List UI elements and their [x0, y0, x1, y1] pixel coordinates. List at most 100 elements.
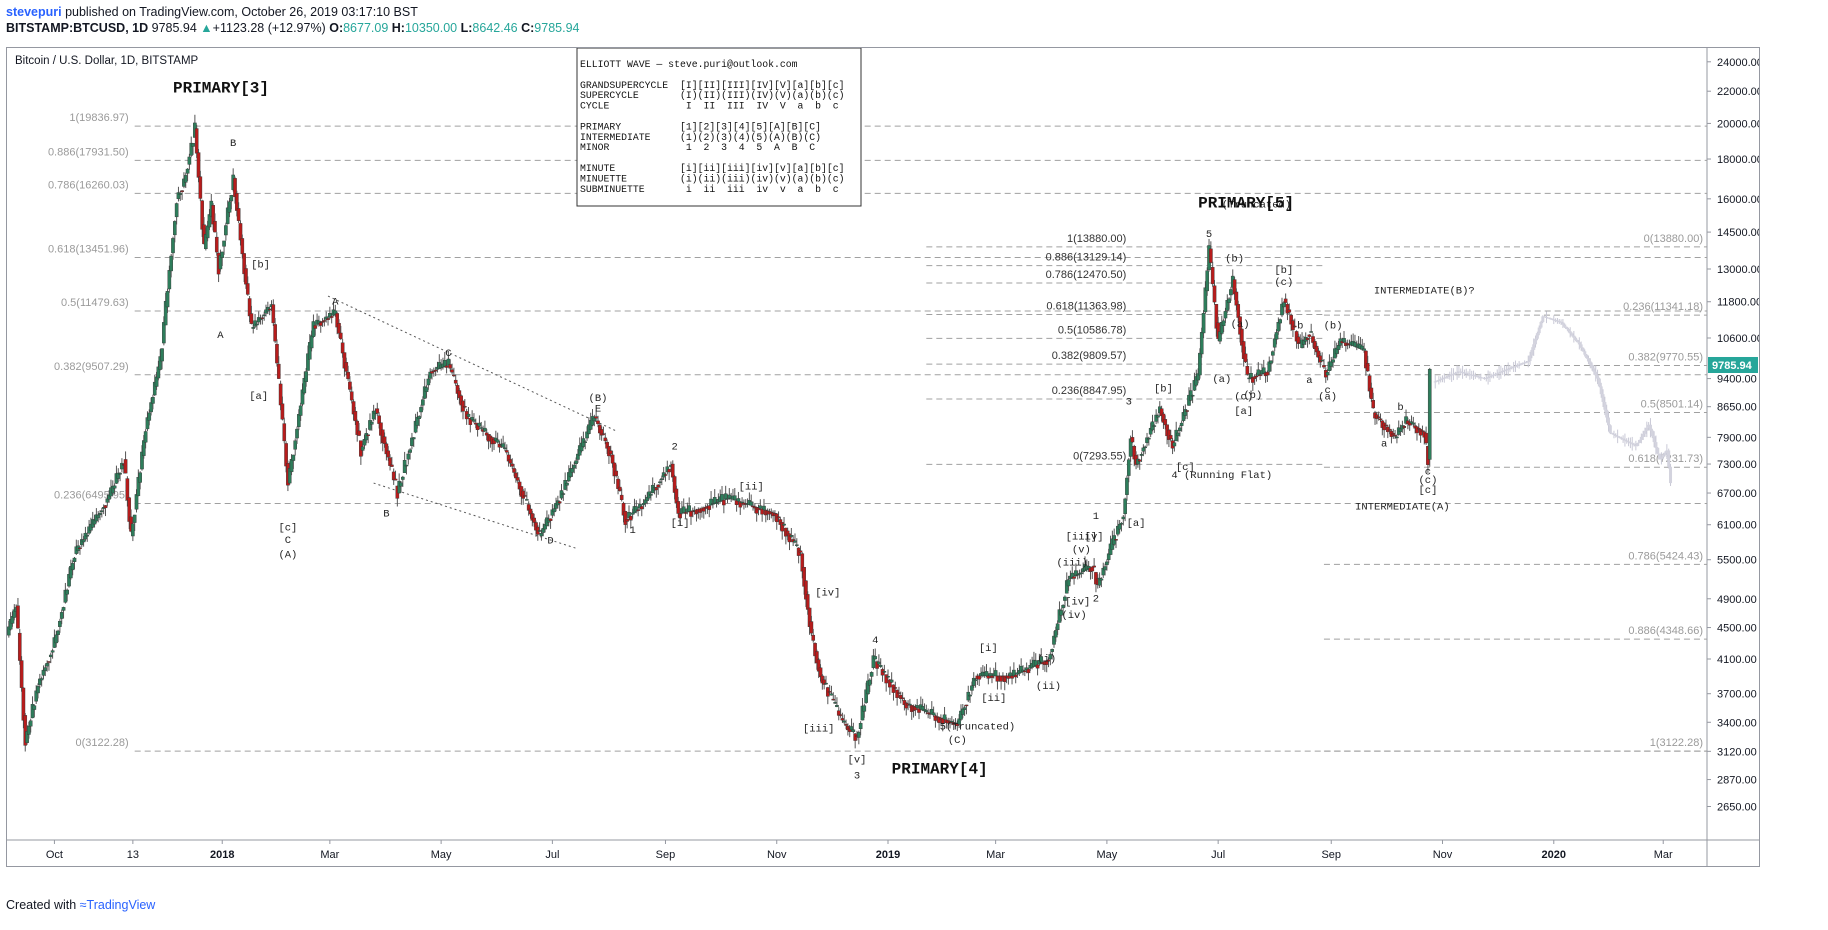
candle-down [468, 418, 473, 425]
candle-down [548, 518, 553, 521]
candle-up [408, 449, 412, 453]
candle-down [532, 517, 536, 523]
candle-up [1117, 523, 1122, 530]
projection-candle [1559, 321, 1563, 323]
projection-candle [1517, 364, 1521, 366]
candle-up [149, 402, 153, 413]
candle-down [605, 441, 609, 449]
y-tick-label: 4900.00 [1717, 594, 1757, 606]
candle-up [878, 665, 883, 667]
candle-up [968, 694, 972, 697]
projection-candle [1599, 386, 1603, 395]
candle-up [942, 714, 947, 720]
candle-up [1395, 436, 1399, 439]
candle-up [402, 460, 407, 473]
wave-label: (v) [1072, 544, 1091, 556]
projection-candle [1481, 377, 1485, 379]
candle-up [1125, 477, 1129, 495]
candle-up [1106, 553, 1111, 560]
candle-down [1376, 416, 1381, 418]
wave-label: [a] [1127, 518, 1146, 530]
candle-down [198, 176, 203, 199]
candle-up [1119, 523, 1124, 525]
candle-down [802, 567, 806, 587]
wave-label: 2 [1093, 594, 1099, 606]
tradingview-logo-icon[interactable]: ≈ [79, 898, 87, 912]
candle-up [291, 454, 296, 461]
candle-down [780, 522, 785, 532]
candle-down [47, 661, 51, 663]
wave-annotation: 5(Truncated) [940, 721, 1016, 733]
candle-down [827, 691, 832, 693]
candle-up [749, 501, 754, 506]
candle-up [169, 255, 173, 272]
wave-label: [v] [1085, 531, 1104, 543]
candle-down [787, 533, 792, 543]
fib-mid-label: 0.786(12470.50) [1046, 269, 1127, 281]
projection-candle [1575, 340, 1579, 343]
chart-frame[interactable]: 2650.00 2870.00 3120.00 3400.00 3700.00 4100.… [6, 47, 1760, 867]
candle-down [517, 481, 522, 490]
candle-up [1121, 516, 1126, 520]
wave-label: b [1397, 402, 1403, 414]
candle-down [722, 499, 726, 506]
candle-down [594, 416, 598, 419]
candle-down [508, 459, 513, 464]
legend-line: ELLIOTT WAVE — steve.puri@outlook.com [580, 59, 798, 70]
candle-up [565, 482, 569, 486]
candle-down [813, 643, 817, 657]
projection-candle [1504, 369, 1508, 371]
candle-up [287, 468, 292, 484]
candle-up [793, 540, 797, 543]
candle-down [273, 324, 277, 342]
candle-down [853, 733, 857, 741]
candle-down [1391, 433, 1396, 436]
candle-up [56, 630, 60, 635]
wave-label: (c) [1274, 277, 1293, 289]
fib-mid-label: 0.618(11363.98) [1046, 300, 1126, 312]
candle-up [100, 510, 104, 512]
price-chart[interactable]: 2650.00 2870.00 3120.00 3400.00 3700.00 4100.… [7, 48, 1759, 866]
candle-up [417, 416, 422, 419]
tradingview-brand[interactable]: TradingView [86, 898, 156, 912]
wave-label: 5 [1206, 229, 1212, 241]
candle-up [399, 482, 403, 487]
candle-up [1176, 432, 1180, 437]
wedge-trendline [373, 482, 579, 550]
candle-up [1269, 360, 1273, 364]
candle-down [663, 474, 668, 476]
candle-up [368, 420, 372, 430]
projection-candle [1586, 358, 1590, 362]
candle-down [838, 714, 843, 716]
candle-down [1214, 304, 1219, 329]
candle-up [851, 729, 856, 733]
projection-candle [1630, 443, 1634, 445]
candle-up [147, 412, 152, 421]
candle-down [240, 238, 245, 255]
author-link[interactable]: stevepuri [6, 5, 62, 19]
projection-candle [1550, 318, 1554, 320]
candle-up [32, 705, 37, 710]
candle-up [915, 705, 919, 708]
candle-down [990, 675, 994, 678]
candle-down [1137, 459, 1142, 462]
projection-candle [1648, 424, 1652, 431]
candle-up [183, 175, 188, 183]
candle-up [1276, 322, 1281, 332]
candle-down [276, 363, 281, 379]
candle-up [360, 446, 365, 451]
projection-candle [1612, 434, 1616, 436]
fib-left-label: 0.618(13451.96) [48, 243, 129, 255]
candle-down [284, 443, 288, 467]
candle-down [707, 505, 712, 510]
wave-label: [a] [1234, 406, 1253, 418]
candle-down [1023, 670, 1027, 673]
projection-candle [1565, 326, 1569, 330]
legend-line: INTERMEDIATE (1)(2)(3)(4)(5)(A)(B)(C) [580, 132, 821, 143]
wave-label: [v] [848, 754, 867, 766]
projection-candle [1532, 344, 1536, 350]
candle-up [833, 702, 837, 704]
current-price-tag: 9785.94 [1712, 360, 1753, 372]
candle-down [596, 420, 600, 425]
candle-up [782, 523, 786, 526]
